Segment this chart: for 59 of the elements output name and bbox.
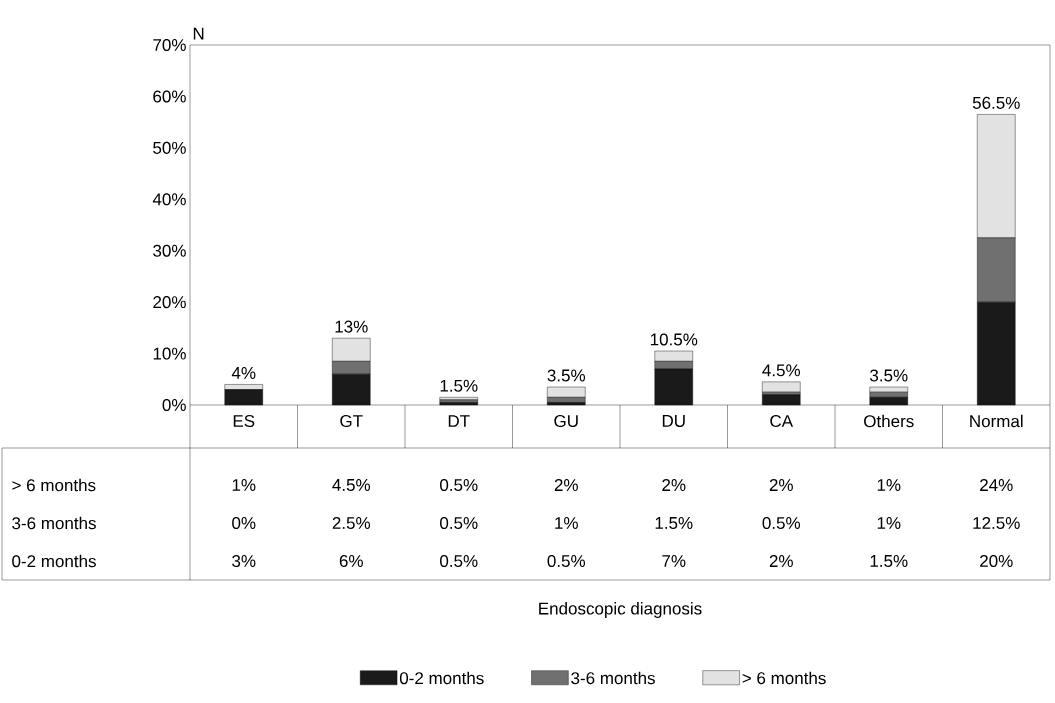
y-tick-label: 40%	[152, 193, 186, 206]
y-tick-label: 0%	[162, 398, 186, 412]
y-tick-label: 20%	[153, 296, 186, 309]
data-label: 7%	[662, 555, 686, 567]
data-label: 1.5%	[655, 517, 693, 529]
total-label: 1.5%	[440, 379, 478, 392]
y-tick-label: 50%	[153, 141, 186, 154]
total-label: 56.5%	[972, 96, 1020, 109]
x-tick-label: DU	[662, 415, 685, 427]
x-tick-label: CA	[770, 414, 794, 428]
data-label: 0%	[232, 516, 256, 530]
data-label: 0.5%	[547, 554, 586, 568]
text: 3-6 months	[12, 516, 96, 530]
data-label: 6%	[339, 554, 363, 568]
text: Endoscopic diagnosis	[539, 602, 702, 618]
x-tick-label: Others	[864, 414, 914, 428]
data-label: 1.5%	[870, 555, 908, 567]
text: 0-2 months	[12, 554, 96, 568]
legend-label: 3-6 months	[571, 671, 655, 685]
x-tick-label: GU	[554, 414, 578, 428]
total-label: 3.5%	[870, 369, 908, 382]
data-label: 3%	[232, 554, 256, 568]
y-tick-label: 70%	[153, 38, 186, 52]
data-label: 2%	[662, 479, 686, 491]
y-tick-label: 60%	[153, 90, 186, 103]
bar	[869, 386, 908, 393]
text: > 6 months	[12, 478, 96, 492]
y-axis-title: N	[193, 27, 204, 40]
data-label: 1%	[877, 517, 901, 529]
x-tick-label: DT	[448, 415, 470, 427]
data-label: 2%	[769, 479, 793, 491]
y-tick-label: 10%	[153, 347, 186, 360]
total-label: 3.5%	[547, 369, 586, 382]
data-label: 1%	[877, 479, 901, 491]
total-label: 10.5%	[650, 333, 698, 346]
bar	[547, 386, 586, 398]
bar	[762, 381, 801, 393]
data-label: 2%	[769, 555, 793, 567]
data-label: 2%	[554, 479, 578, 491]
data-label: 1%	[555, 517, 578, 529]
legend-label: 0-2 months	[399, 671, 484, 685]
x-tick-label: ES	[233, 414, 255, 428]
data-label: 20%	[980, 554, 1013, 568]
total-label: 13%	[335, 320, 368, 333]
y-tick-label: 30%	[153, 244, 186, 257]
data-label: 4.5%	[332, 479, 371, 491]
data-label: 0.5%	[440, 516, 478, 530]
data-label: 0.5%	[762, 516, 801, 530]
x-tick-label: GT	[340, 414, 363, 428]
x-tick-label: Normal	[970, 414, 1023, 428]
legend-label: > 6 months	[742, 671, 826, 685]
data-label: 0.5%	[440, 554, 478, 568]
total-label: 4.5%	[762, 364, 801, 377]
data-label: 24%	[980, 479, 1013, 491]
data-label: 12.5%	[973, 516, 1020, 530]
data-label: 1%	[232, 479, 256, 491]
total-label: 4%	[231, 367, 256, 379]
data-label: 2.5%	[332, 516, 371, 530]
data-label: 0.5%	[440, 478, 478, 492]
